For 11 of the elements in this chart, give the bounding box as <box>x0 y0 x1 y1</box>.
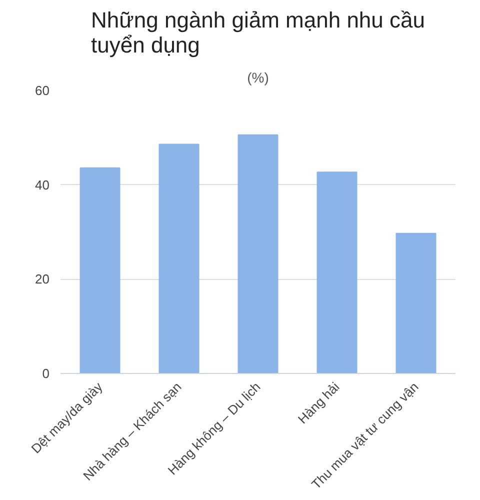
y-tick-label: 60 <box>35 83 50 98</box>
y-tick-label: 0 <box>42 366 50 381</box>
bar <box>158 144 200 374</box>
y-tick-label: 20 <box>35 272 50 287</box>
bar <box>396 232 436 374</box>
chart-title: Những ngành giảm mạnh nhu cầu tuyển dụng <box>91 8 425 58</box>
bar <box>238 134 278 374</box>
chart-subtitle: (%) <box>247 70 269 86</box>
y-tick-label: 40 <box>35 177 50 192</box>
bar <box>316 172 358 374</box>
bar <box>80 167 120 374</box>
